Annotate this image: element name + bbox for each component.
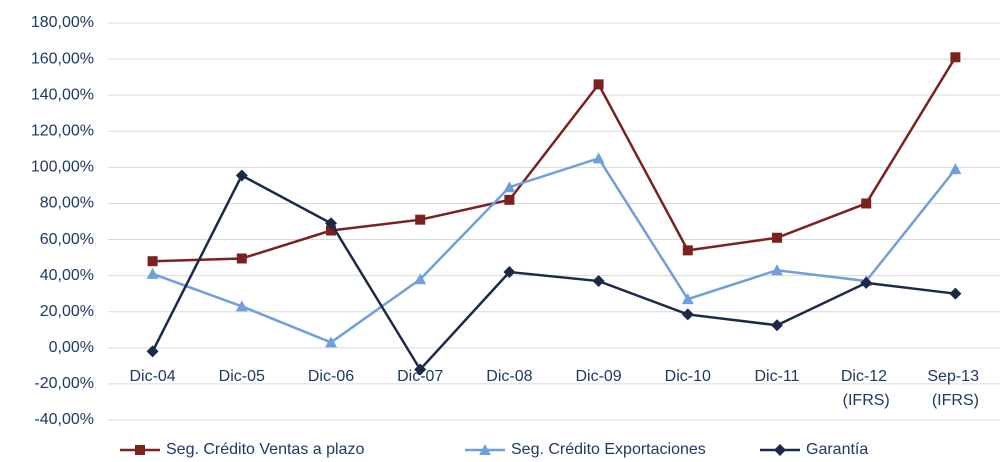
data-point xyxy=(146,267,159,279)
legend-label: Seg. Crédito Ventas a plazo xyxy=(166,441,364,458)
y-tick-label: 180,00% xyxy=(31,14,94,31)
legend-marker xyxy=(135,445,145,455)
data-point xyxy=(326,225,336,236)
series-line xyxy=(152,56,957,263)
data-point xyxy=(592,275,605,288)
y-tick-label: 80,00% xyxy=(40,195,94,212)
legend-marker xyxy=(479,444,491,455)
data-point xyxy=(949,163,962,175)
data-point xyxy=(950,52,961,63)
data-point xyxy=(504,194,515,205)
data-point xyxy=(503,266,516,279)
data-point xyxy=(236,253,247,264)
series-line xyxy=(151,173,956,372)
data-point xyxy=(681,308,694,321)
legend-marker xyxy=(774,444,786,456)
x-tick-label: Sep-13 (IFRS) xyxy=(927,368,983,409)
data-point xyxy=(771,319,783,332)
data-point xyxy=(949,287,962,300)
data-point xyxy=(235,300,248,312)
y-tick-label: -20,00% xyxy=(34,375,94,392)
y-tick-label: 20,00% xyxy=(40,303,94,320)
y-tick-label: 160,00% xyxy=(31,50,94,67)
series-line xyxy=(152,156,957,344)
data-point xyxy=(772,232,782,243)
y-tick-label: 120,00% xyxy=(31,122,94,139)
y-tick-label: 60,00% xyxy=(40,231,94,248)
x-tick-label: Dic-12 (IFRS) xyxy=(841,368,892,409)
x-tick-label: Dic-08 xyxy=(486,368,532,385)
y-tick-label: 0,00% xyxy=(49,339,94,356)
y-tick-label: 140,00% xyxy=(31,86,94,103)
y-tick-label: -40,00% xyxy=(34,411,94,428)
data-point xyxy=(235,169,248,182)
legend-label: Garantía xyxy=(806,441,868,458)
data-point xyxy=(592,152,605,164)
data-point xyxy=(414,363,427,376)
data-point xyxy=(414,273,427,285)
data-point xyxy=(325,336,337,348)
data-point xyxy=(147,256,158,267)
x-tick-label: Dic-05 xyxy=(219,368,265,385)
legend-label: Seg. Crédito Exportaciones xyxy=(511,441,706,458)
data-point xyxy=(325,217,337,230)
x-tick-label: Dic-10 xyxy=(665,368,711,385)
data-point xyxy=(503,181,516,193)
data-point xyxy=(861,198,872,209)
y-tick-label: 40,00% xyxy=(40,267,94,284)
data-point xyxy=(146,345,159,358)
data-point xyxy=(415,214,426,225)
data-point xyxy=(593,79,604,90)
data-point xyxy=(771,264,783,276)
x-tick-label: Dic-11 xyxy=(754,368,799,385)
y-tick-label: 100,00% xyxy=(31,159,94,176)
data-point xyxy=(860,276,873,289)
x-tick-label: Dic-04 xyxy=(129,368,175,385)
x-tick-label: Dic-07 xyxy=(397,368,443,385)
data-point xyxy=(682,245,693,256)
x-tick-label: Dic-06 xyxy=(308,368,354,385)
x-tick-label: Dic-09 xyxy=(575,368,621,385)
data-point xyxy=(681,293,694,305)
